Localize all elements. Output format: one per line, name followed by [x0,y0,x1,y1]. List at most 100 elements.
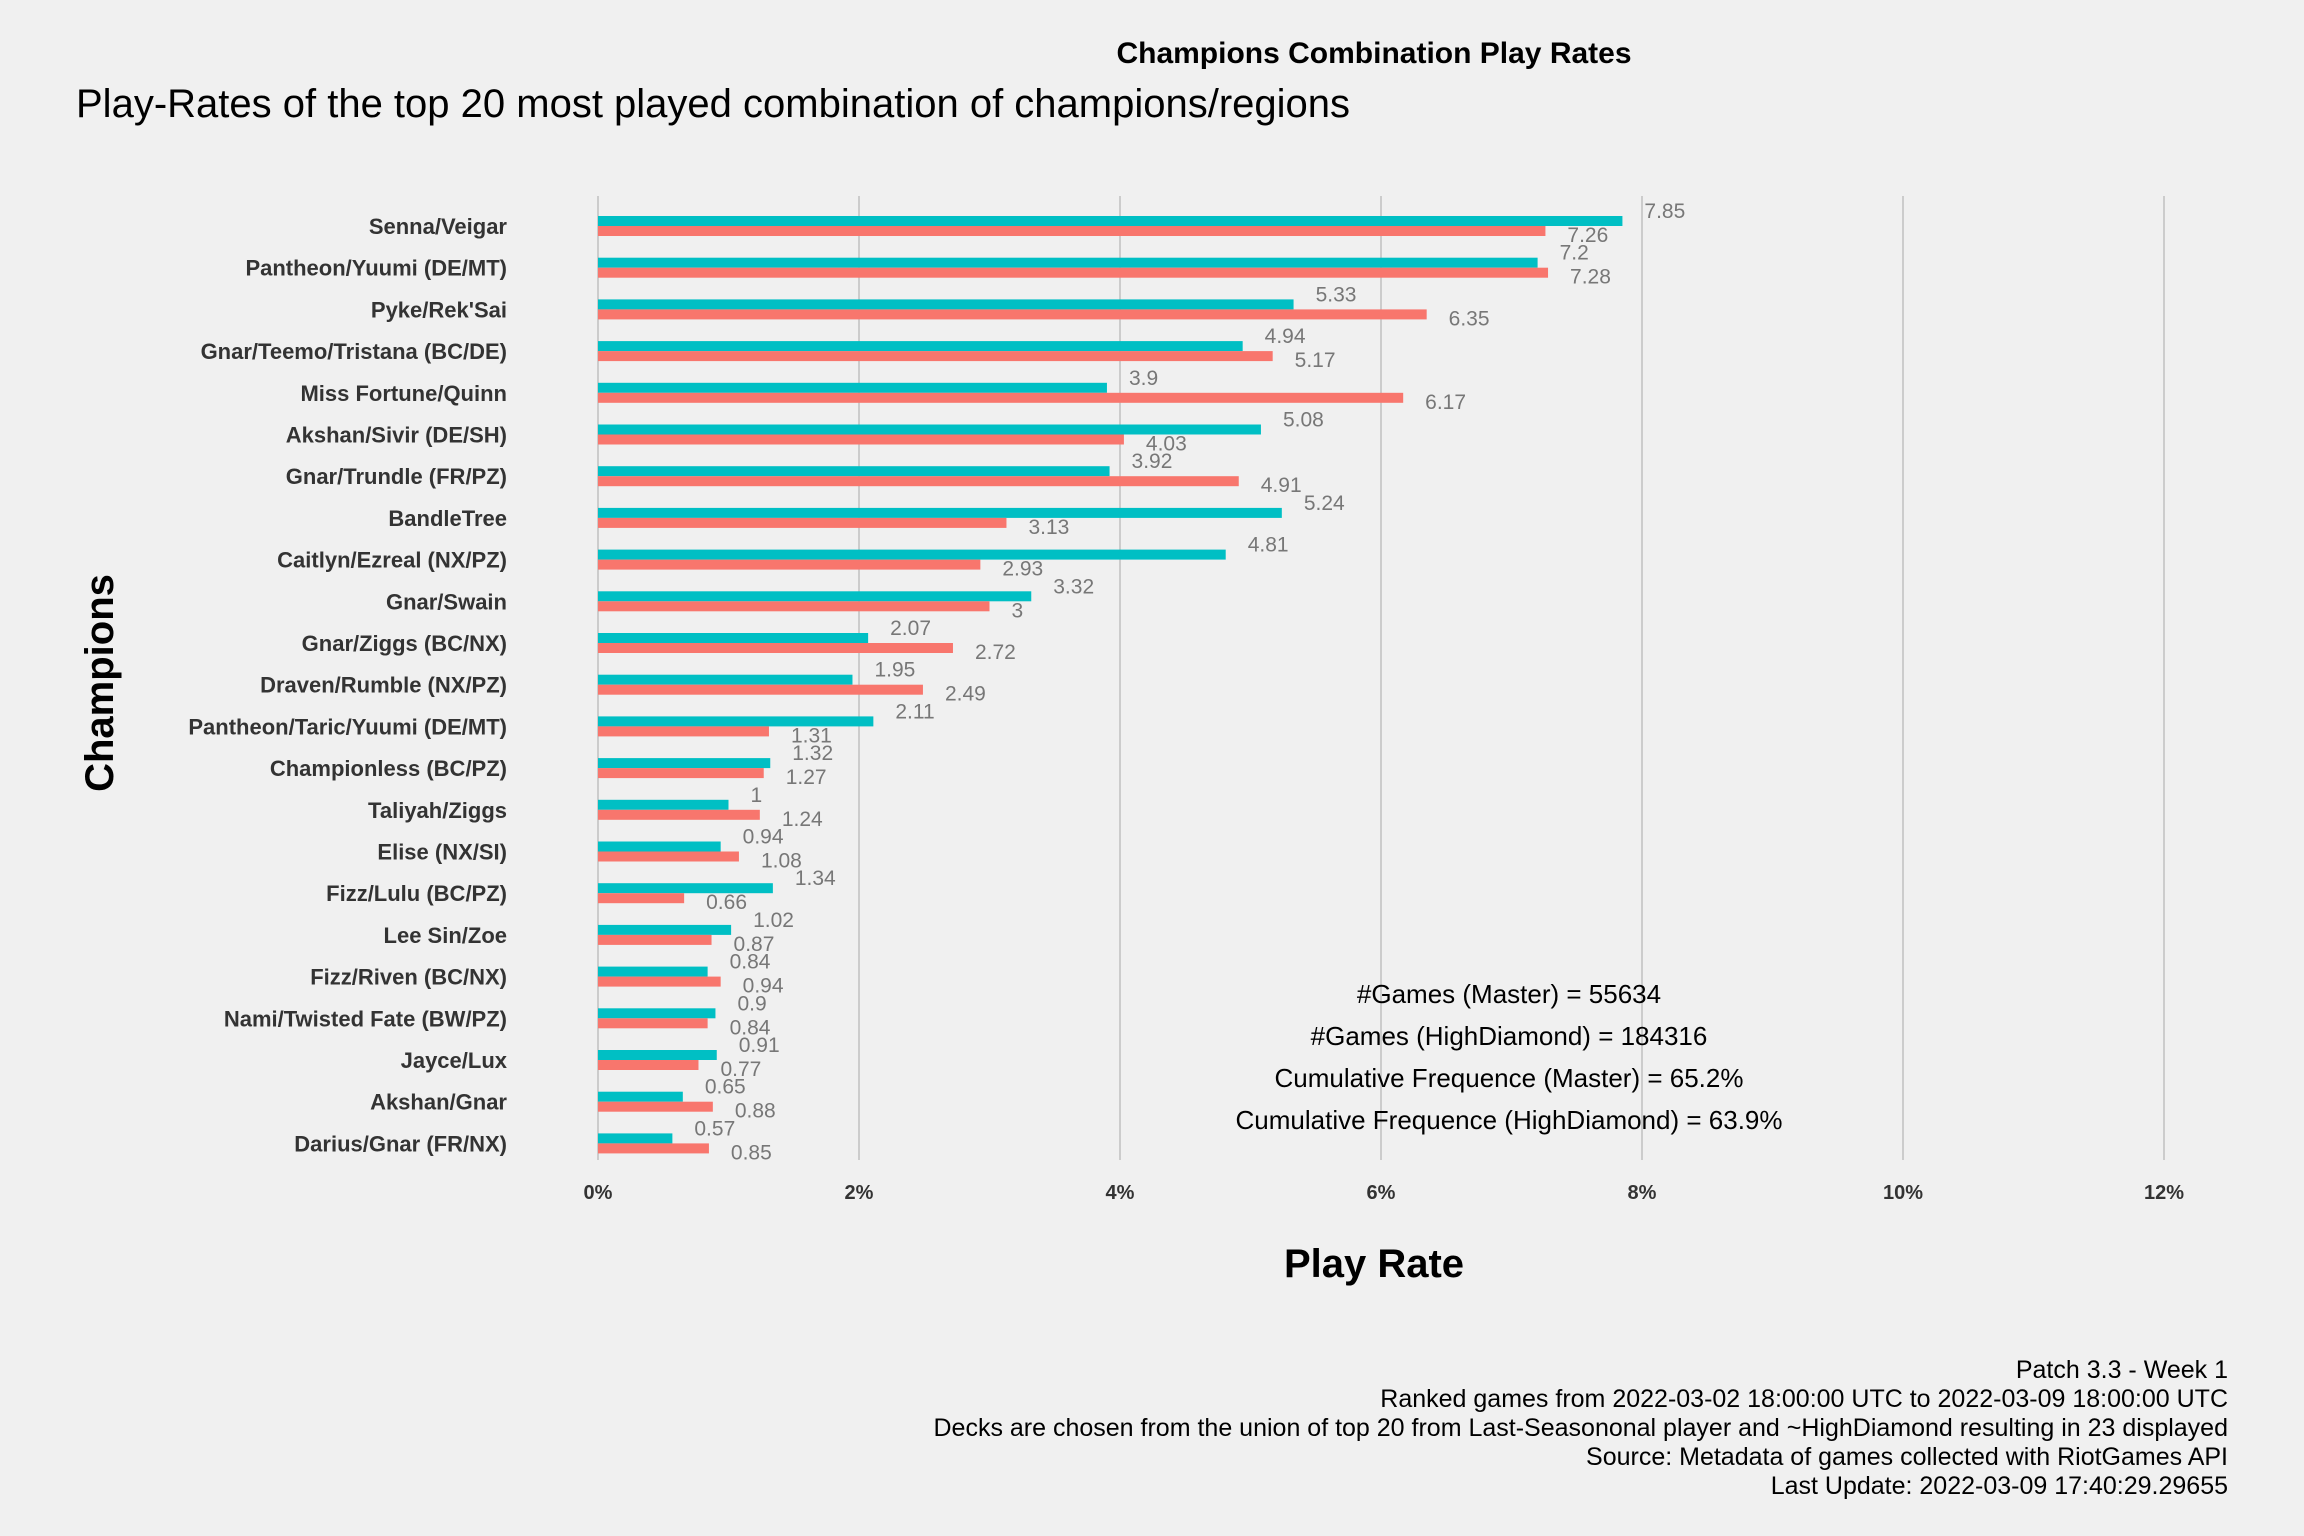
data-label: 1.02 [753,909,794,932]
data-label: 4.94 [1265,325,1306,348]
bar-series-1 [598,257,1538,268]
bar-series-2 [598,559,981,570]
y-tick-label: Gnar/Teemo/Tristana (BC/DE) [201,339,507,364]
data-label: 7.26 [1567,224,1608,247]
data-label: 0.88 [735,1100,776,1123]
data-label: 3 [1012,599,1024,622]
data-label: 0.94 [743,975,784,998]
y-tick-label: Gnar/Trundle (FR/PZ) [286,464,507,489]
bar-series-1 [598,216,1623,226]
bar-series-2 [598,1018,708,1029]
y-tick-label: Miss Fortune/Quinn [300,381,507,406]
stats-annotation: Cumulative Frequence (Master) = 65.2% [1275,1063,1744,1093]
data-label: 1 [751,784,763,807]
x-axis-label: Play Rate [1284,1242,1464,1286]
footer-line: Patch 3.3 - Week 1 [2015,1356,2228,1384]
bar-series-2 [598,768,764,779]
bar-series-2 [598,1101,713,1112]
data-label: 4.91 [1261,474,1302,497]
bar-series-2 [598,851,739,862]
x-axis-tick-labels: 0% 2% 4% 6% 8% 10% 12% [584,1182,2185,1204]
y-tick-label: BandleTree [388,506,507,531]
data-label: 5.08 [1283,409,1324,432]
data-label: 2.93 [1002,558,1043,581]
data-label: 6.17 [1425,391,1466,414]
bar-series-2 [598,434,1124,445]
bar-series-1 [598,549,1226,560]
footer-line: Last Update: 2022-03-09 17:40:29.29655 [1770,1472,2228,1500]
stats-annotation: #Games (HighDiamond) = 184316 [1311,1021,1708,1051]
stats-annotations: #Games (Master) = 55634 #Games (HighDiamo… [1236,979,1783,1135]
data-label: 0.9 [737,992,766,1015]
data-label: 5.33 [1316,283,1357,306]
x-tick-label: 4% [1106,1182,1135,1204]
y-tick-label: Jayce/Lux [401,1048,508,1073]
y-tick-label: Championless (BC/PZ) [270,756,507,781]
data-label: 0.66 [706,891,747,914]
bar-series-2 [598,517,1007,528]
y-tick-label: Taliyah/Ziggs [368,798,507,823]
data-label: 3.92 [1132,450,1173,473]
y-tick-label: Akshan/Gnar [370,1090,507,1115]
bar-series-1 [598,424,1261,435]
bar-series-2 [598,1143,709,1154]
data-label: 4.03 [1146,433,1187,456]
y-tick-label: Fizz/Lulu (BC/PZ) [326,881,507,906]
data-label: 0.91 [739,1034,780,1057]
x-tick-label: 10% [1883,1182,1923,1204]
bar-series-1 [598,1133,673,1144]
footer-line: Ranked games from 2022-03-02 18:00:00 UT… [1380,1385,2228,1413]
data-label: 2.07 [890,617,931,640]
data-label: 1.95 [874,659,915,682]
data-label: 1.31 [791,724,832,747]
y-tick-label: Pantheon/Yuumi (DE/MT) [245,256,507,281]
y-tick-label: Nami/Twisted Fate (BW/PZ) [224,1006,507,1031]
bar-series-1 [598,883,773,894]
bar-series-1 [598,716,874,727]
data-label: 0.84 [730,1016,771,1039]
data-label: 0.77 [720,1058,761,1081]
bar-series-1 [598,466,1110,477]
data-label: 3.9 [1129,367,1158,390]
data-label: 7.2 [1560,242,1589,265]
bar-series-1 [598,758,771,769]
data-label: 3.32 [1053,575,1094,598]
data-label: 0.87 [734,933,775,956]
bar-series-2 [598,893,685,904]
x-tick-label: 6% [1367,1182,1396,1204]
data-label: 5.24 [1304,492,1345,515]
bar-series-1 [598,591,1032,602]
bar-series-2 [598,476,1239,487]
y-axis-label: Champions [78,574,122,792]
chart-subtitle: Play-Rates of the top 20 most played com… [76,82,1350,126]
x-tick-label: 0% [584,1182,613,1204]
bar-series-2 [598,226,1546,236]
y-tick-label: Caitlyn/Ezreal (NX/PZ) [277,548,507,573]
bar-series-1 [598,924,732,935]
bar-series-2 [598,1060,699,1070]
value-labels: 7.85 7.2 5.33 4.94 3.9 5.08 3.92 5.24 4.81 3.32 2.… [694,200,1685,1164]
y-tick-label: Fizz/Riven (BC/NX) [310,965,507,990]
bar-series-2 [598,601,990,612]
data-label: 1.34 [795,867,836,890]
y-tick-label: Senna/Veigar [369,214,508,239]
bar-series-2 [598,726,769,737]
data-label: 0.84 [730,951,771,974]
bar-series-1 [598,674,853,685]
bar-series-1 [598,1091,683,1102]
bars [598,216,1623,1154]
data-label: 2.72 [975,641,1016,664]
bar-series-2 [598,392,1404,403]
bar-series-2 [598,351,1273,362]
footer-notes: Patch 3.3 - Week 1 Ranked games from 202… [933,1356,2228,1501]
data-label: 7.28 [1570,266,1611,289]
y-tick-label: Pyke/Rek'Sai [371,297,507,322]
bar-series-2 [598,267,1549,278]
data-label: 1.24 [782,808,823,831]
stats-annotation: Cumulative Frequence (HighDiamond) = 63.… [1236,1105,1783,1135]
stats-annotation: #Games (Master) = 55634 [1357,979,1661,1009]
data-label: 0.65 [705,1076,746,1099]
y-tick-label: Akshan/Sivir (DE/SH) [286,423,507,448]
bar-series-1 [598,1008,716,1019]
